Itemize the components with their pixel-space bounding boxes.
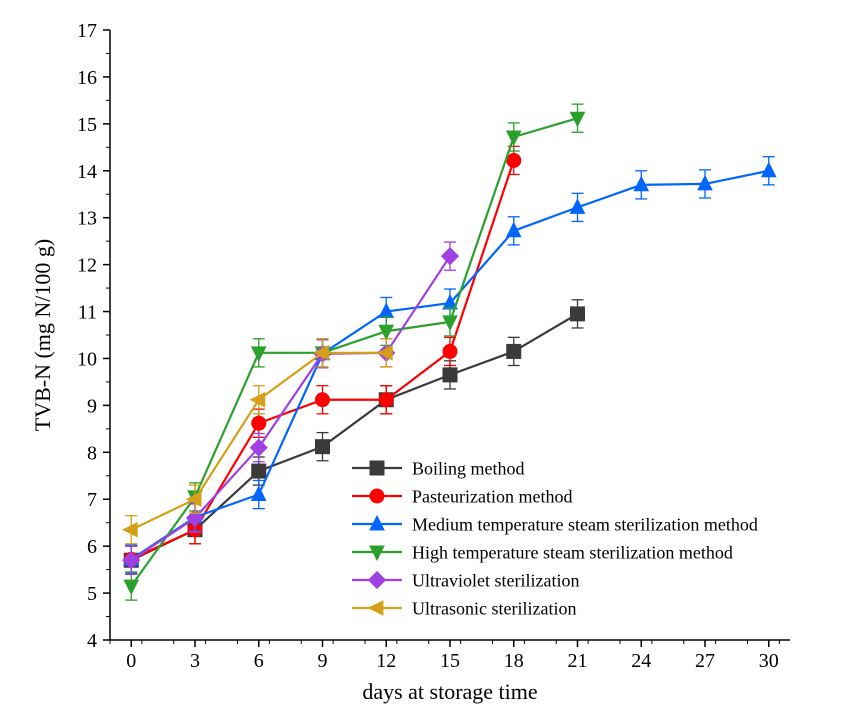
svg-text:6: 6 [87, 536, 97, 558]
tvbn-chart: 0 3 6 9 12 15 18 21 24 27 30 4 5 6 7 8 9 10 11 12 13 14 15 16 17… [0, 0, 851, 708]
svg-text:24: 24 [631, 650, 651, 672]
chart-svg: 0 3 6 9 12 15 18 21 24 27 30 4 5 6 7 8 9 10 11 12 13 14 15 16 17… [0, 0, 851, 708]
legend-label: Boiling method [412, 458, 525, 478]
svg-text:18: 18 [504, 650, 524, 672]
svg-text:17: 17 [77, 20, 97, 42]
svg-text:14: 14 [77, 161, 97, 183]
svg-text:30: 30 [759, 650, 779, 672]
y-axis-label: TVB-N (mg N/100 g) [30, 239, 55, 431]
svg-text:8: 8 [87, 442, 97, 464]
svg-text:5: 5 [87, 583, 97, 605]
svg-text:12: 12 [376, 650, 396, 672]
svg-text:27: 27 [695, 650, 715, 672]
svg-text:15: 15 [77, 114, 97, 136]
svg-text:7: 7 [87, 489, 97, 511]
svg-text:9: 9 [318, 650, 328, 672]
legend-label: Ultrasonic sterilization [412, 598, 576, 618]
svg-text:15: 15 [440, 650, 460, 672]
x-axis-label: days at storage time [362, 679, 537, 704]
svg-text:10: 10 [77, 348, 97, 370]
legend-label: Ultraviolet sterilization [412, 570, 579, 590]
svg-text:9: 9 [87, 395, 97, 417]
legend-item-0: Boiling method [352, 458, 525, 478]
svg-text:21: 21 [568, 650, 588, 672]
svg-text:3: 3 [190, 650, 200, 672]
legend-label: Pasteurization method [412, 486, 572, 506]
svg-text:4: 4 [87, 630, 97, 652]
svg-text:16: 16 [77, 67, 97, 89]
legend-label: Medium temperature steam sterilization m… [412, 514, 758, 534]
svg-text:6: 6 [254, 650, 264, 672]
svg-text:11: 11 [78, 302, 97, 324]
svg-text:12: 12 [77, 255, 97, 277]
svg-text:0: 0 [126, 650, 136, 672]
svg-text:13: 13 [77, 208, 97, 230]
legend-item-2: Medium temperature steam sterilization m… [352, 514, 758, 534]
legend-label: High temperature steam sterilization met… [412, 542, 733, 562]
